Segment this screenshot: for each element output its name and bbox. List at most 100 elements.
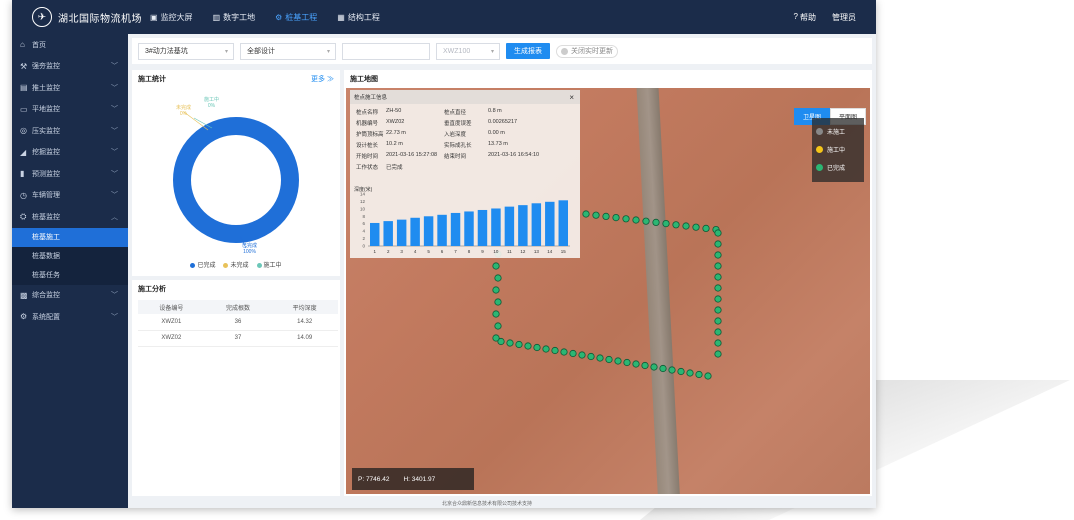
sidebar-item-overview[interactable]: ▩ 综合监控 ﹀ xyxy=(12,285,128,307)
depth-bar[interactable] xyxy=(504,206,515,246)
pile-marker[interactable] xyxy=(551,346,559,355)
pile-marker[interactable] xyxy=(492,310,500,318)
depth-bar[interactable] xyxy=(370,222,380,246)
generate-report-button[interactable]: 生成报表 xyxy=(506,43,550,59)
sidebar-item-pile-monitor[interactable]: ⛭ 桩基监控 ︿ xyxy=(12,206,128,228)
sidebar-item-grader[interactable]: ▭ 平地监控 ﹀ xyxy=(12,99,128,121)
nav-item-monitor[interactable]: ▣ 监控大屏 xyxy=(150,12,193,23)
pile-marker[interactable] xyxy=(515,340,523,349)
pile-marker[interactable] xyxy=(704,372,712,380)
depth-bar[interactable] xyxy=(558,200,568,246)
pile-marker[interactable] xyxy=(714,284,722,292)
pile-marker[interactable] xyxy=(569,349,577,358)
pile-marker[interactable] xyxy=(492,286,500,294)
pile-marker[interactable] xyxy=(692,223,700,231)
pile-marker[interactable] xyxy=(662,220,670,228)
pile-marker[interactable] xyxy=(542,345,550,353)
pile-marker[interactable] xyxy=(494,274,502,282)
pile-marker[interactable] xyxy=(614,357,622,365)
sidebar-item-predict[interactable]: ▮ 预测监控 ﹀ xyxy=(12,163,128,185)
pile-marker[interactable] xyxy=(578,351,586,359)
method-select[interactable]: 3#动力法基坑 ▾ xyxy=(138,42,234,60)
pile-marker[interactable] xyxy=(682,222,690,230)
sidebar-item-vehicles[interactable]: ◷ 车辆管理 ﹀ xyxy=(12,185,128,207)
legend-item[interactable]: 施工中 xyxy=(256,260,282,269)
sidebar-item-settings[interactable]: ⚙ 系统配置 ﹀ xyxy=(12,306,128,328)
pile-marker[interactable] xyxy=(497,337,505,346)
pile-marker[interactable] xyxy=(714,306,722,314)
pile-marker[interactable] xyxy=(632,216,640,224)
sidebar-item-roller[interactable]: ◎ 压实监控 ﹀ xyxy=(12,120,128,142)
nav-item-pile[interactable]: ⚙ 桩基工程 xyxy=(275,12,317,23)
sidebar-item-bulldozer[interactable]: ▤ 推土监控 ﹀ xyxy=(12,77,128,99)
nav-item-digital-site[interactable]: ▥ 数字工地 xyxy=(213,12,256,23)
table-row[interactable]: XWZ01 36 14.32 xyxy=(138,314,338,331)
depth-bar[interactable] xyxy=(396,219,407,246)
user-menu[interactable]: 管理员 xyxy=(832,13,856,22)
pile-marker[interactable] xyxy=(506,339,514,347)
depth-bar[interactable] xyxy=(383,221,393,246)
pile-marker[interactable] xyxy=(524,342,532,350)
pile-marker[interactable] xyxy=(592,211,600,219)
pile-marker[interactable] xyxy=(702,224,710,232)
pile-marker[interactable] xyxy=(622,215,630,223)
pile-marker[interactable] xyxy=(714,339,722,347)
machine-select[interactable]: XWZ100 ▾ xyxy=(436,42,500,60)
pile-marker[interactable] xyxy=(668,366,676,374)
table-row[interactable]: XWZ02 37 14.09 xyxy=(138,330,338,347)
pile-marker[interactable] xyxy=(494,322,502,330)
pile-marker[interactable] xyxy=(672,221,680,229)
more-link[interactable]: 更多 ≫ xyxy=(311,76,334,83)
sidebar-sub-pile-tasks[interactable]: 桩基任务 xyxy=(12,265,128,285)
close-icon[interactable]: × xyxy=(569,92,574,102)
nav-item-structure[interactable]: ▦ 结构工程 xyxy=(337,12,380,23)
sidebar-sub-pile-construction[interactable]: 桩基施工 xyxy=(12,227,128,247)
pile-marker[interactable] xyxy=(492,334,500,342)
pile-marker[interactable] xyxy=(714,240,722,248)
pile-marker[interactable] xyxy=(714,328,722,336)
pile-marker[interactable] xyxy=(560,348,568,356)
pile-marker[interactable] xyxy=(714,251,722,259)
sidebar-sub-pile-data[interactable]: 桩基数据 xyxy=(12,246,128,266)
date-range-input[interactable] xyxy=(342,42,430,60)
depth-bar[interactable] xyxy=(423,216,434,246)
pile-marker[interactable] xyxy=(642,217,650,225)
sidebar-item-excavator[interactable]: ◢ 挖掘监控 ﹀ xyxy=(12,142,128,164)
depth-bar[interactable] xyxy=(450,212,461,246)
pile-marker[interactable] xyxy=(714,350,722,358)
depth-bar[interactable] xyxy=(464,211,474,246)
legend-item[interactable]: 未完成 xyxy=(223,260,249,269)
pile-marker[interactable] xyxy=(641,361,649,370)
realtime-toggle[interactable]: 关闭实时更新 xyxy=(556,44,618,58)
pile-marker[interactable] xyxy=(677,367,685,376)
pile-marker[interactable] xyxy=(714,273,722,281)
pile-marker[interactable] xyxy=(632,360,640,368)
depth-bar[interactable] xyxy=(531,203,542,246)
pile-marker[interactable] xyxy=(602,212,610,220)
design-select[interactable]: 全部设计 ▾ xyxy=(240,42,336,60)
pile-marker[interactable] xyxy=(714,262,722,270)
sidebar-item-hammer[interactable]: ⚒ 强夯监控 ﹀ xyxy=(12,56,128,78)
depth-bar[interactable] xyxy=(437,214,447,246)
pile-marker[interactable] xyxy=(714,229,722,237)
pile-marker[interactable] xyxy=(492,262,500,270)
depth-bar[interactable] xyxy=(491,208,501,246)
pile-marker[interactable] xyxy=(605,355,613,364)
pile-marker[interactable] xyxy=(582,210,590,218)
pile-marker[interactable] xyxy=(695,370,703,379)
pile-marker[interactable] xyxy=(596,354,604,362)
pile-marker[interactable] xyxy=(686,369,694,377)
satellite-map[interactable]: 桩点施工信息 × 桩点名称 ZH-50 桩点直径 0.8 m 机器编号 XWZ02 垂直度… xyxy=(346,88,870,494)
help-button[interactable]: ? 帮助 xyxy=(794,12,816,23)
pile-marker[interactable] xyxy=(652,218,660,226)
sidebar-item-home[interactable]: ⌂ 首页 xyxy=(12,34,128,56)
pile-marker[interactable] xyxy=(659,364,667,373)
pile-marker[interactable] xyxy=(612,214,620,222)
pile-marker[interactable] xyxy=(714,317,722,325)
pile-marker[interactable] xyxy=(587,352,595,361)
pile-marker[interactable] xyxy=(533,343,541,352)
depth-bar[interactable] xyxy=(477,209,488,246)
pile-marker[interactable] xyxy=(494,298,502,306)
legend-item[interactable]: 已完成 xyxy=(190,260,215,269)
pile-marker[interactable] xyxy=(714,295,722,303)
